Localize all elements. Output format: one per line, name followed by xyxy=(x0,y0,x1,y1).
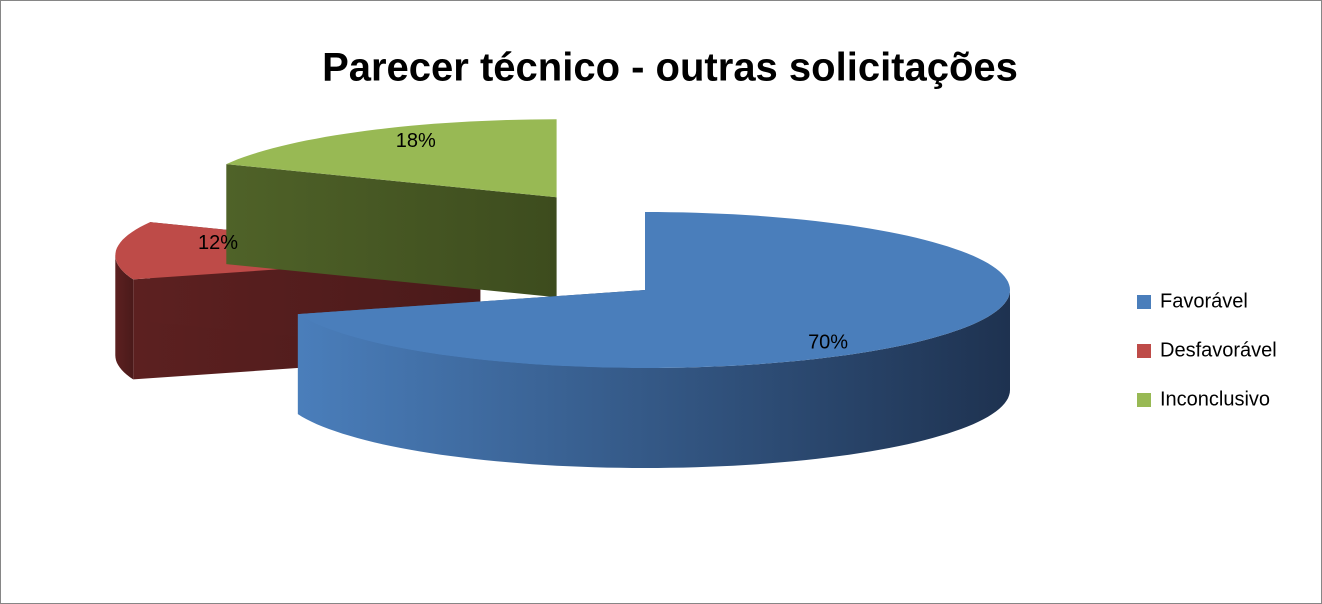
slice-wall xyxy=(297,290,1010,468)
chart-title: Parecer técnico - outras solicitações xyxy=(322,46,1018,90)
data-label: 18% xyxy=(396,130,436,152)
legend-label: Desfavorável xyxy=(1160,339,1277,361)
legend-swatch xyxy=(1137,295,1151,309)
slice-top xyxy=(226,119,557,198)
legend-swatch xyxy=(1137,344,1151,358)
slice-wall xyxy=(115,255,134,380)
legend-label: Inconclusivo xyxy=(1160,388,1270,410)
data-label: 70% xyxy=(808,332,848,354)
pie-slice xyxy=(226,119,557,298)
legend-label: Favorável xyxy=(1160,290,1248,312)
slice-top xyxy=(297,212,1010,368)
pie-slice xyxy=(297,212,1010,468)
data-label: 12% xyxy=(198,232,238,254)
legend-swatch xyxy=(1137,393,1151,407)
slice-side xyxy=(226,164,557,298)
